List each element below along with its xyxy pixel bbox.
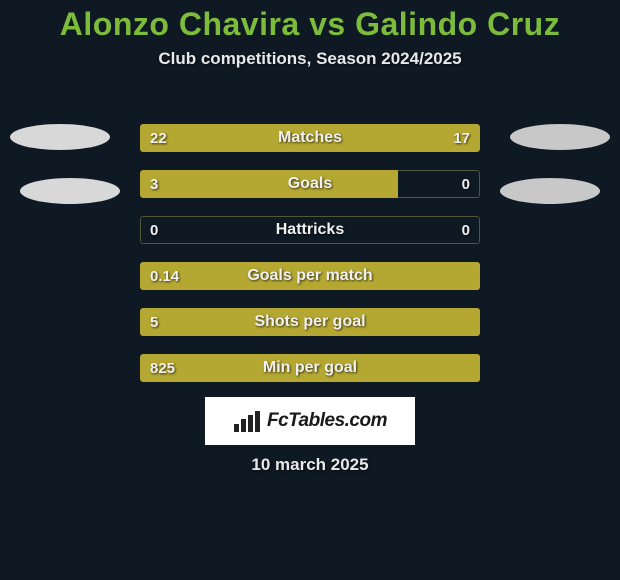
stat-row: 0.14Goals per match [140,262,480,290]
stat-row: 00Hattricks [140,216,480,244]
stat-row: 30Goals [140,170,480,198]
decorative-ellipse [10,124,110,150]
chart-icon [233,410,261,432]
comparison-bars: 2217Matches 30Goals 00Hattricks 0.14Goals p… [140,124,480,400]
stat-row: 2217Matches [140,124,480,152]
stat-label: Shots per goal [140,308,480,336]
subtitle: Club competitions, Season 2024/2025 [0,49,620,69]
date-label: 10 march 2025 [0,455,620,475]
stat-label: Goals [140,170,480,198]
stat-row: 825Min per goal [140,354,480,382]
decorative-ellipse [510,124,610,150]
subtitle-text: Club competitions, Season 2024/2025 [158,49,461,68]
logo-box: FcTables.com [205,397,415,445]
page-title: Alonzo Chavira vs Galindo Cruz [0,0,620,43]
title-text: Alonzo Chavira vs Galindo Cruz [60,6,560,42]
decorative-ellipse [20,178,120,204]
decorative-ellipse [500,178,600,204]
stat-label: Goals per match [140,262,480,290]
stat-label: Min per goal [140,354,480,382]
stat-label: Hattricks [140,216,480,244]
date-text: 10 march 2025 [251,455,368,474]
logo-text: FcTables.com [267,410,387,432]
stat-label: Matches [140,124,480,152]
stat-row: 5Shots per goal [140,308,480,336]
